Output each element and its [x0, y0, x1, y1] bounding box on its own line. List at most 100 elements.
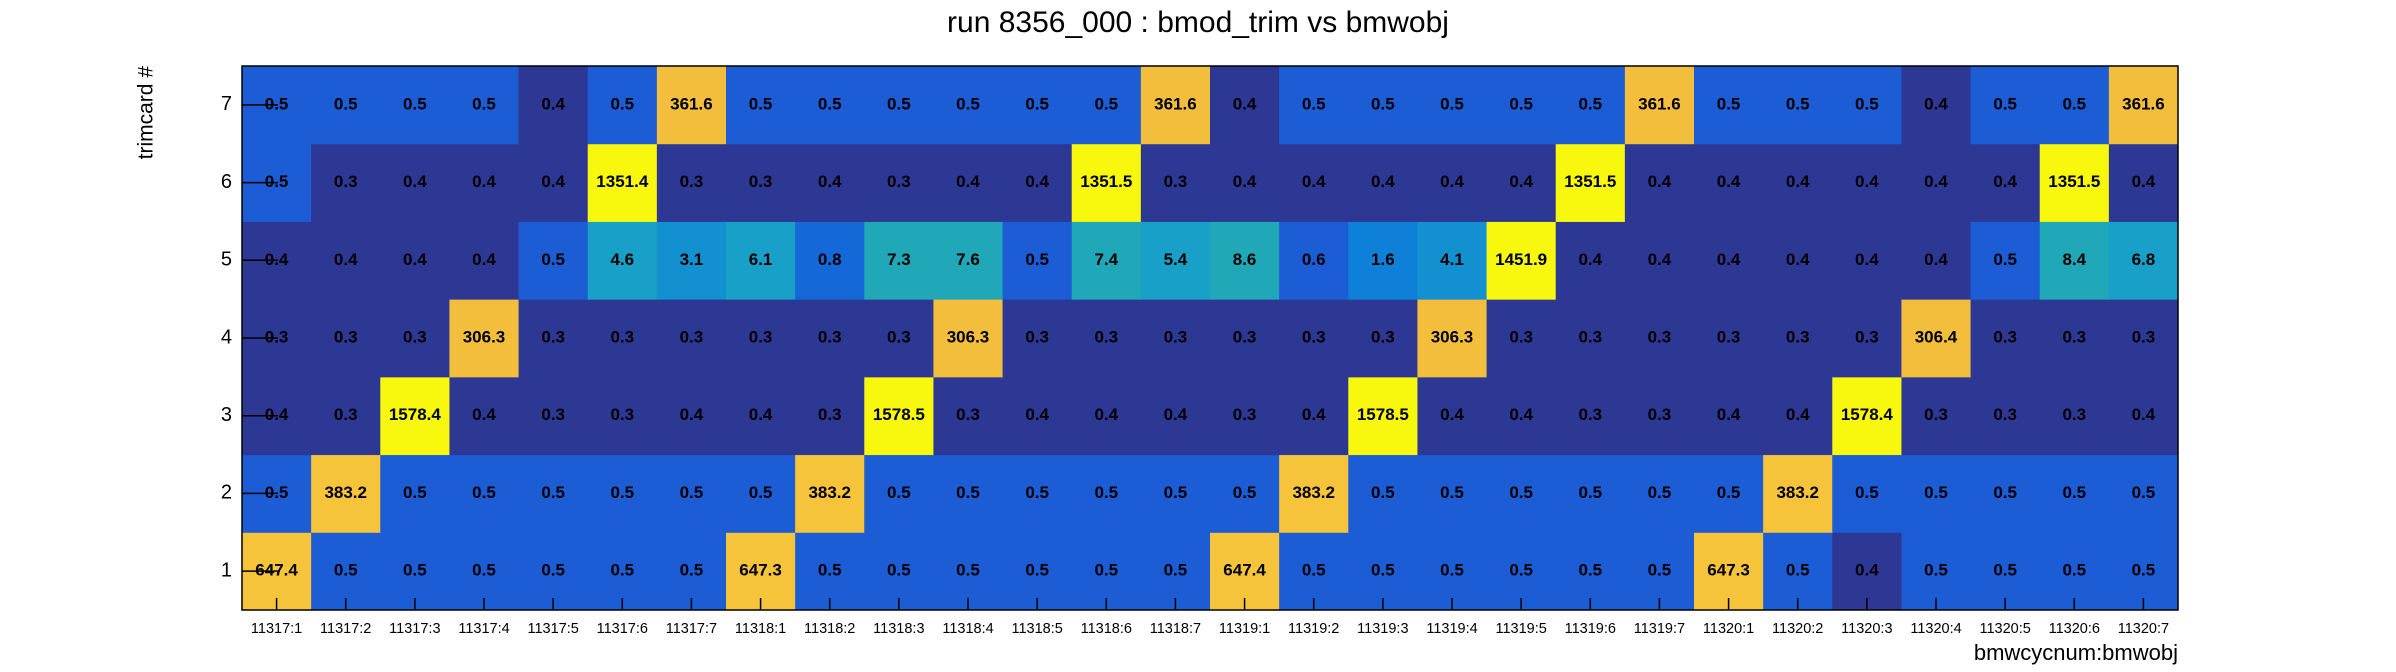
cell-label: 0.3: [1648, 327, 1672, 346]
cell-label: 1578.4: [1841, 405, 1894, 424]
cell-label: 0.5: [887, 483, 911, 502]
cell-label: 0.6: [1302, 250, 1326, 269]
cell-label: 306.4: [1915, 327, 1958, 346]
x-tick-label: 11318:3: [873, 621, 924, 637]
heatmap-cell: [795, 376, 865, 456]
cell-label: 0.5: [472, 561, 496, 580]
heatmap-cell: [449, 532, 520, 611]
heatmap-cell: [449, 221, 520, 300]
x-tick-label: 11319:1: [1219, 621, 1270, 637]
heatmap-cell: [1486, 454, 1557, 533]
heatmap-cell: [933, 143, 1004, 222]
cell-label: 0.3: [1371, 327, 1395, 346]
heatmap-cell: [1832, 299, 1902, 378]
cell-label: 0.5: [1302, 94, 1326, 113]
cell-label: 0.4: [1233, 172, 1257, 191]
heatmap-cell: [2108, 299, 2179, 378]
heatmap-cell: [1140, 299, 1211, 378]
x-tick-label: 11318:1: [735, 621, 786, 637]
heatmap-cell: [1970, 299, 2041, 378]
cell-label: 0.4: [818, 172, 842, 191]
cell-label: 0.5: [887, 94, 911, 113]
cell-label: 0.5: [1648, 483, 1672, 502]
cell-label: 0.5: [680, 483, 704, 502]
cell-label: 8.6: [1233, 250, 1257, 269]
heatmap-cell: [656, 221, 727, 300]
heatmap-cell: [656, 532, 727, 611]
cell-label: 0.4: [1786, 172, 1810, 191]
heatmap-cell: [518, 66, 589, 145]
heatmap-cell: [864, 299, 934, 378]
heatmap-cell: [1763, 66, 1833, 145]
heatmap-cell: [1624, 221, 1695, 300]
cell-label: 0.5: [1786, 94, 1810, 113]
cell-label: 647.4: [255, 561, 298, 580]
heatmap-cell: [1071, 299, 1142, 378]
heatmap-cell: [1417, 143, 1488, 222]
cell-label: 0.5: [2062, 561, 2086, 580]
x-tick-label: 11318:6: [1081, 621, 1132, 637]
x-tick-label: 11320:6: [2049, 621, 2100, 637]
cell-label: 1578.5: [873, 405, 925, 424]
heatmap-cell: [449, 66, 520, 145]
x-tick-label: 11317:1: [251, 621, 302, 637]
heatmap-cell: [1210, 143, 1280, 222]
heatmap-cell: [1624, 143, 1695, 222]
cell-label: 0.5: [749, 94, 773, 113]
heatmap-cell: [1071, 376, 1142, 456]
cell-label: 0.3: [610, 405, 634, 424]
cell-label: 0.5: [1924, 483, 1948, 502]
heatmap-cell: [380, 143, 450, 222]
cell-label: 0.4: [265, 405, 289, 424]
heatmap-cell: [1417, 532, 1488, 611]
cell-label: 0.5: [1164, 561, 1188, 580]
cell-label: 0.5: [1924, 561, 1948, 580]
cell-label: 0.5: [265, 94, 289, 113]
heatmap-cell: [1002, 221, 1073, 300]
heatmap-cell: [1763, 143, 1833, 222]
y-tick-label: 3: [221, 404, 232, 426]
cell-label: 0.4: [1440, 405, 1464, 424]
x-tick-label: 11317:3: [389, 621, 440, 637]
cell-label: 0.5: [2062, 94, 2086, 113]
cell-label: 0.5: [265, 172, 289, 191]
heatmap-cell: [1901, 66, 1972, 145]
y-axis-label: trimcard #: [135, 66, 158, 160]
heatmap-cell: [311, 376, 381, 456]
cell-label: 3.1: [680, 250, 704, 269]
heatmap-cell: [864, 532, 934, 611]
heatmap-cell: [864, 66, 934, 145]
heatmap-cell: [380, 532, 450, 611]
cell-label: 0.4: [1717, 172, 1741, 191]
heatmap-cell: [1832, 532, 1902, 611]
heatmap-cell: [726, 376, 796, 456]
heatmap-cell: [1002, 532, 1073, 611]
heatmap-cell: [1279, 66, 1349, 145]
cell-label: 0.4: [2132, 172, 2156, 191]
heatmap-cell: [1002, 454, 1073, 533]
cell-label: 0.4: [1924, 250, 1948, 269]
cell-label: 7.6: [956, 250, 980, 269]
heatmap-cell: [1417, 376, 1488, 456]
heatmap-cell: [1555, 299, 1626, 378]
cell-label: 0.8: [818, 250, 842, 269]
heatmap-cell: [656, 454, 727, 533]
heatmap-cell: [2039, 221, 2110, 300]
cell-label: 0.5: [2132, 561, 2156, 580]
cell-label: 0.5: [1993, 483, 2017, 502]
heatmap-cell: [1486, 532, 1557, 611]
cell-label: 0.4: [1302, 405, 1326, 424]
heatmap-cell: [587, 66, 658, 145]
cell-label: 0.4: [1025, 172, 1049, 191]
y-tick-label: 2: [221, 482, 232, 504]
cell-label: 0.4: [334, 250, 358, 269]
heatmap-cell: [1486, 143, 1557, 222]
heatmap-cell: [933, 376, 1004, 456]
cell-label: 1351.5: [1564, 172, 1616, 191]
heatmap-cell: [1694, 532, 1764, 611]
cell-label: 0.3: [956, 405, 980, 424]
heatmap-cell: [2108, 376, 2179, 456]
cell-label: 0.4: [1717, 250, 1741, 269]
heatmap-cell: [1832, 221, 1902, 300]
